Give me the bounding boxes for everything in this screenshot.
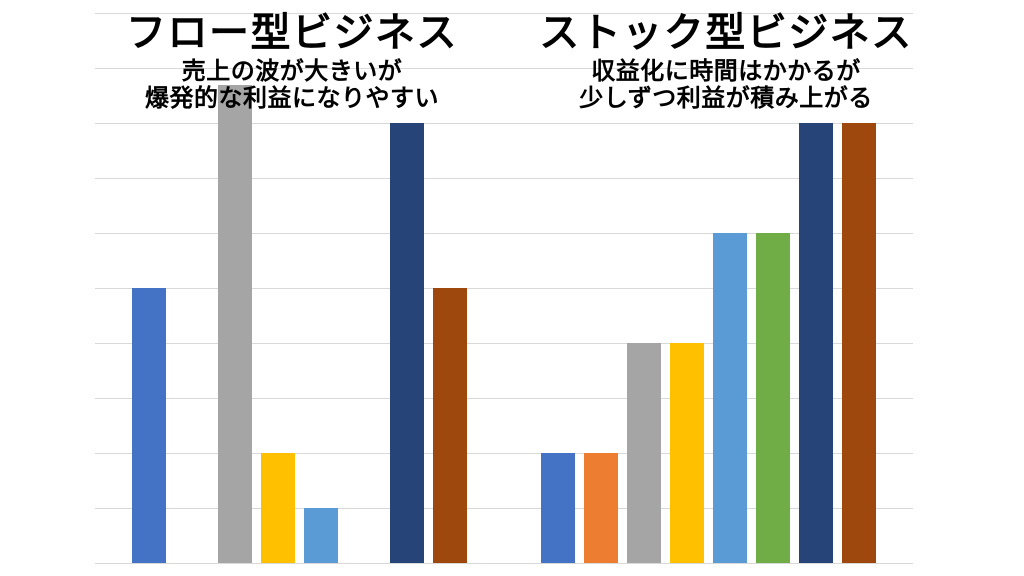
gridline-y-5: [95, 288, 913, 289]
stock-annotation-block: ストック型ビジネス 収益化に時間はかかるが 少しずつ利益が積み上がる: [539, 8, 913, 112]
bar-series-7-dark-navy-category-1: [390, 123, 424, 563]
bar-series-5-light-blue-category-2: [713, 233, 747, 563]
bar-series-5-light-blue-category-1: [304, 508, 338, 563]
flow-subtitle-line2: 爆発的な利益になりやすい: [145, 85, 439, 112]
gridline-y-6: [95, 233, 913, 234]
bar-series-7-dark-navy-category-2: [799, 123, 833, 563]
flow-annotation-block: フロー型ビジネス 売上の波が大きいが 爆発的な利益になりやすい: [126, 8, 458, 112]
bar-series-4-yellow-category-1: [261, 453, 295, 563]
gridline-y-9: [95, 68, 913, 69]
gridline-y-8: [95, 123, 913, 124]
stock-title: ストック型ビジネス: [539, 11, 913, 55]
plot-area: [95, 13, 913, 564]
gridline-y-1: [95, 508, 913, 509]
stock-subtitle-line2: 少しずつ利益が積み上がる: [579, 85, 873, 112]
gridline-y-4: [95, 343, 913, 344]
gridline-y-0: [95, 563, 913, 564]
bar-series-3-gray-category-2: [627, 343, 661, 563]
gridline-y-10: [95, 13, 913, 14]
bar-series-3-gray-category-1: [218, 84, 252, 563]
bar-series-8-brown-category-2: [842, 123, 876, 563]
bar-series-8-brown-category-1: [433, 288, 467, 563]
bar-series-1-blue-category-2: [541, 453, 575, 563]
stock-subtitle-line1: 収益化に時間はかかるが: [591, 58, 861, 85]
gridline-y-2: [95, 453, 913, 454]
flow-subtitle-line1: 売上の波が大きいが: [181, 58, 403, 85]
bar-series-4-yellow-category-2: [670, 343, 704, 563]
bar-series-6-green-category-2: [756, 233, 790, 563]
flow-title: フロー型ビジネス: [126, 11, 458, 55]
bar-series-2-orange-category-2: [584, 453, 618, 563]
gridline-y-7: [95, 178, 913, 179]
bar-series-1-blue-category-1: [132, 288, 166, 563]
gridline-y-3: [95, 398, 913, 399]
